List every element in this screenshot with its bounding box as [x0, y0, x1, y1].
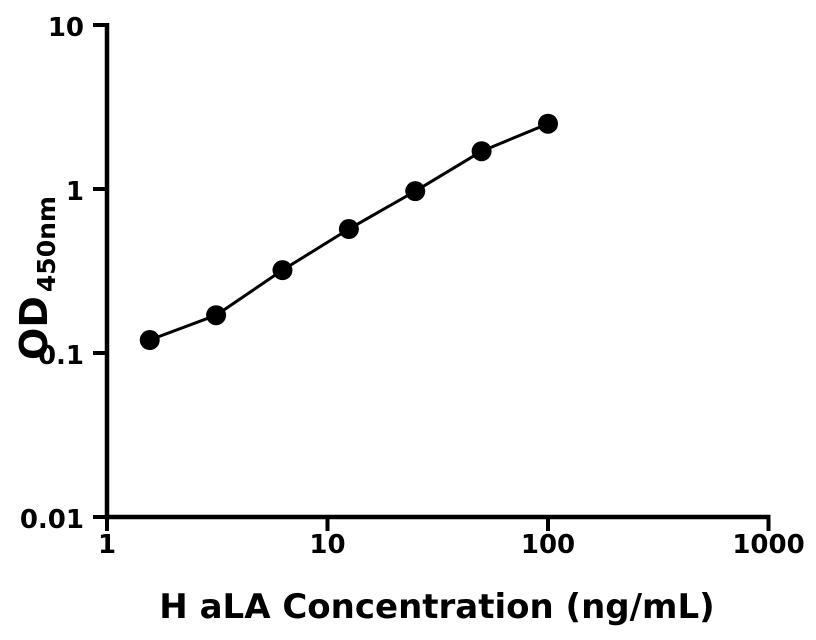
data-point-5 [405, 181, 426, 202]
data-point-6 [471, 141, 492, 162]
x-axis-ticks: 1 10 100 1000 [98, 517, 805, 560]
y-tick-label: 0.01 [20, 505, 84, 535]
data-point-1 [139, 330, 160, 351]
data-point-3 [272, 260, 293, 281]
data-point-4 [338, 219, 359, 240]
y-axis-title-subscript: 450nm [32, 196, 61, 292]
x-tick-label: 1 [98, 530, 116, 560]
y-tick-label: 0.1 [38, 341, 84, 371]
y-axis-ticks: 0.01 0.1 1 10 [20, 13, 107, 535]
x-tick-label: 100 [521, 530, 575, 560]
y-tick-label: 10 [48, 13, 84, 43]
x-tick-label: 10 [309, 530, 345, 560]
data-point-7 [538, 113, 558, 134]
x-tick-label: 1000 [732, 530, 804, 560]
data-series [139, 113, 558, 351]
axes [104, 23, 771, 520]
x-axis-title: H aLA Concentration (ng/mL) [159, 587, 714, 627]
y-tick-label: 1 [66, 177, 84, 207]
y-axis-title-main: OD [12, 296, 56, 360]
data-point-2 [206, 305, 227, 326]
y-axis-title: OD 450nm [12, 196, 61, 360]
